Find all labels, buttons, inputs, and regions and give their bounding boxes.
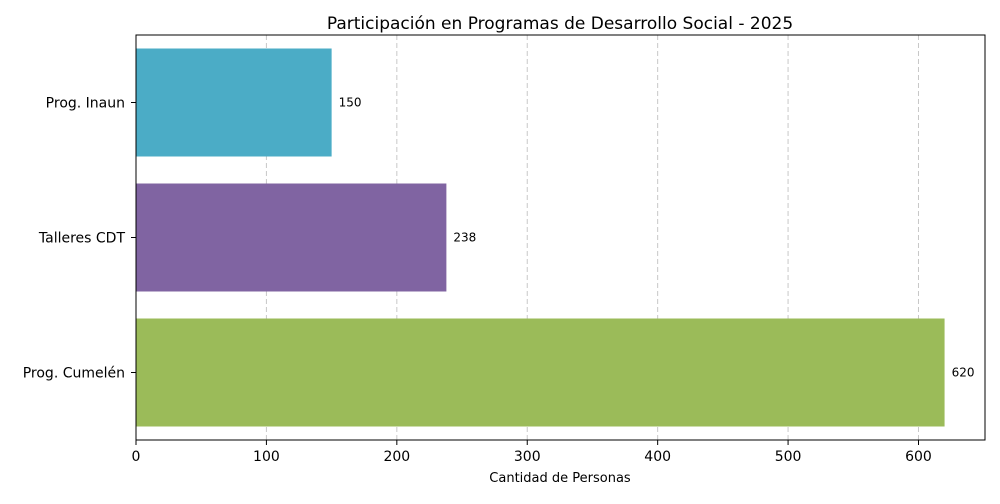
y-tick-label: Prog. Inaun <box>46 96 125 112</box>
x-tick-label: 0 <box>132 449 141 465</box>
data-label: 238 <box>453 231 476 245</box>
x-tick-label: 200 <box>383 449 410 465</box>
x-tick-label: 500 <box>775 449 802 465</box>
bar <box>136 48 332 157</box>
y-tick-label: Prog. Cumelén <box>23 366 125 382</box>
x-tick-label: 300 <box>514 449 541 465</box>
x-tick-label: 600 <box>905 449 932 465</box>
x-axis-label: Cantidad de Personas <box>489 471 631 486</box>
x-tick-label: 400 <box>644 449 671 465</box>
bar <box>136 183 447 292</box>
data-label: 620 <box>952 366 975 380</box>
bar <box>136 318 945 427</box>
data-label: 150 <box>339 96 362 110</box>
x-tick-label: 100 <box>253 449 280 465</box>
y-tick-label: Talleres CDT <box>38 231 126 247</box>
chart-title: Participación en Programas de Desarrollo… <box>327 14 793 34</box>
